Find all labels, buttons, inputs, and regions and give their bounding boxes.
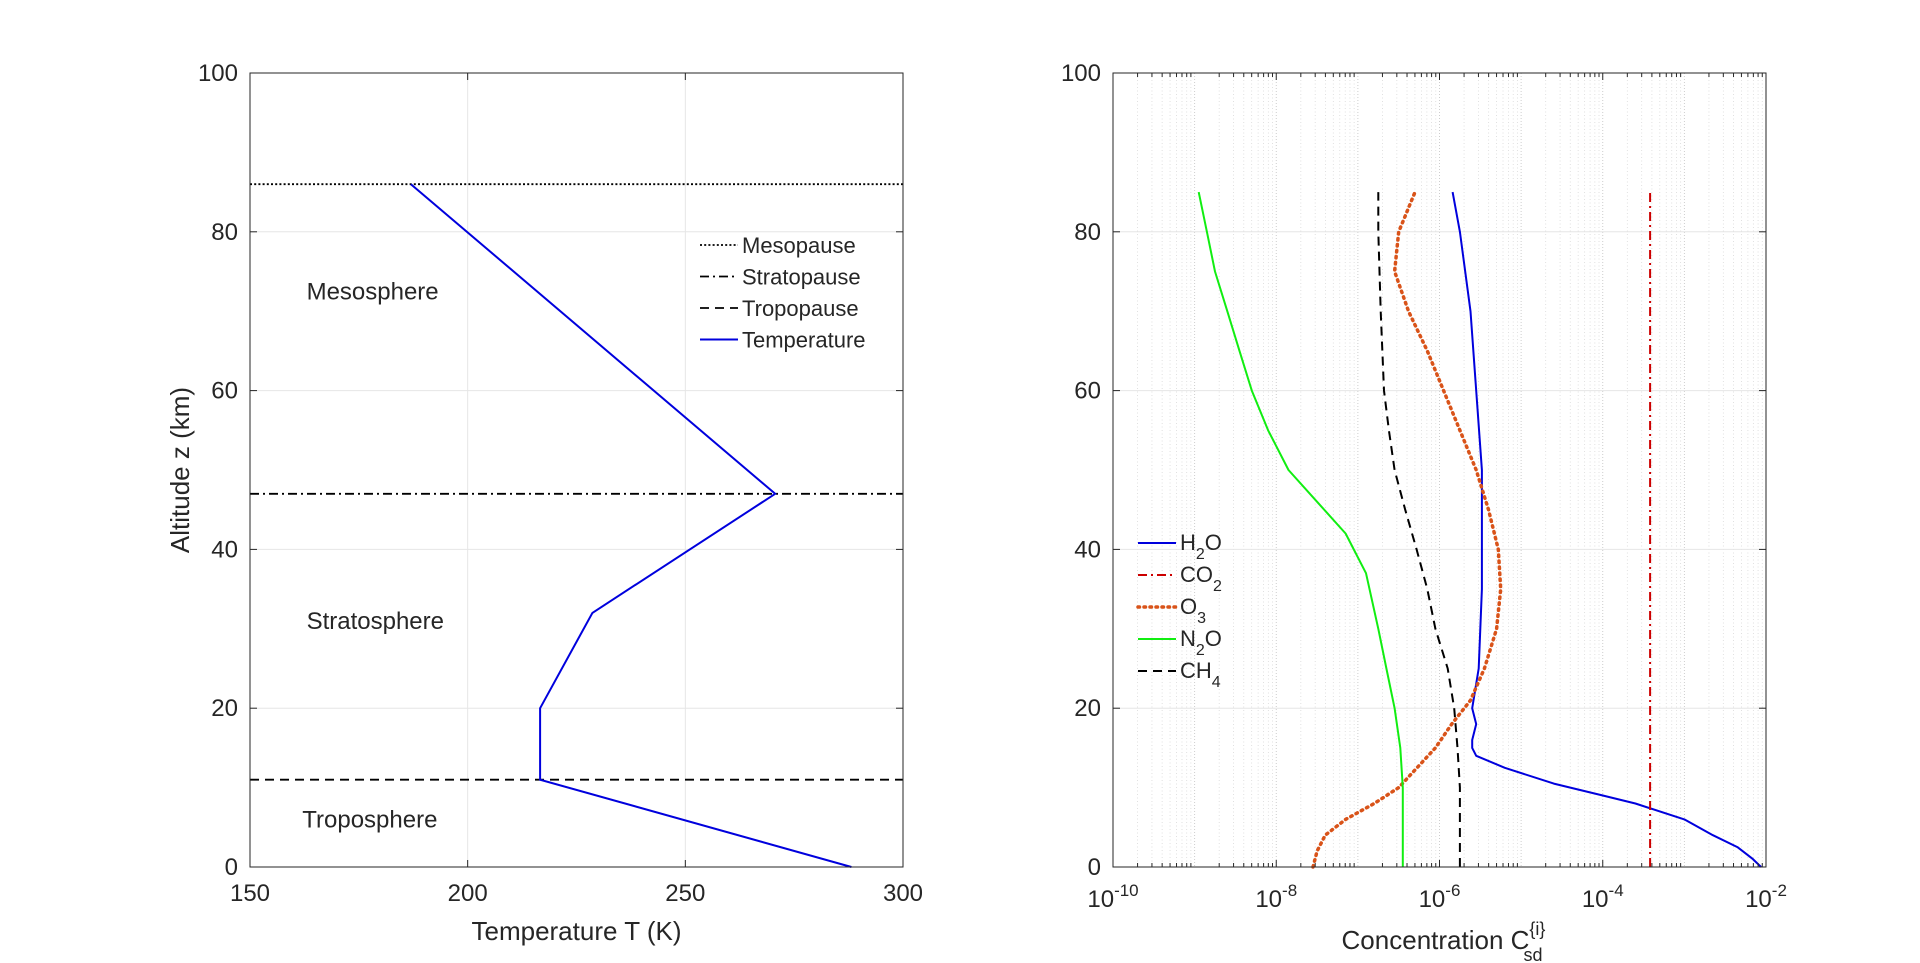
x-tick-label: 150 — [230, 880, 270, 907]
series-line-ch4 — [1377, 192, 1461, 867]
x-tick-label: 10-10 — [1087, 881, 1138, 913]
series-line-h2o — [1451, 191, 1762, 868]
layer-annotation-stratosphere: Stratosphere — [307, 608, 444, 635]
temperature-profile-chart: 150 200 250 300 0 20 40 60 80 100 Temperature T (K… — [165, 60, 923, 946]
legend-label-tropopause: Tropopause — [742, 296, 859, 321]
y-tick-label: 60 — [1074, 378, 1101, 405]
x-tick-label: 250 — [665, 880, 705, 907]
plot-area — [1113, 73, 1766, 867]
y-tick-label: 20 — [211, 695, 238, 722]
y-tick-label: 40 — [211, 536, 238, 563]
legend-label-mesopause: Mesopause — [742, 233, 856, 258]
concentration-profile-chart: 10-10 10-8 10-6 10-4 10-2 0 20 40 60 80 100 Concent… — [1061, 60, 1787, 963]
y-tick-label: 20 — [1074, 695, 1101, 722]
x-tick-label: 300 — [883, 880, 923, 907]
y-tick-label: 100 — [198, 60, 238, 87]
series-line-n2o — [1197, 191, 1404, 867]
y-axis-label: Altitude z (km) — [165, 387, 195, 553]
y-tick-label: 80 — [1074, 219, 1101, 246]
x-axis-label: Concentration C{i} sd — [1342, 919, 1546, 963]
legend-label-stratopause: Stratopause — [742, 265, 861, 290]
plot-area — [250, 73, 903, 867]
series-line-temperature — [410, 183, 852, 868]
x-axis-label: Temperature T (K) — [471, 916, 681, 946]
layer-annotation-mesosphere: Mesosphere — [307, 278, 439, 305]
y-tick-label: 60 — [211, 378, 238, 405]
y-tick-label: 40 — [1074, 536, 1101, 563]
y-tick-label: 100 — [1061, 60, 1101, 87]
x-tick-label: 10-6 — [1419, 881, 1461, 913]
series-line-o3 — [1311, 190, 1503, 869]
legend-label-n2o: N2O — [1180, 626, 1222, 659]
axes-frame — [249, 72, 904, 868]
y-tick-label: 0 — [225, 854, 238, 881]
legend-label-ch4: CH4 — [1180, 658, 1221, 691]
legend-label-temperature: Temperature — [742, 328, 866, 353]
y-tick-label: 0 — [1088, 854, 1101, 881]
legend-label-co2: CO2 — [1180, 562, 1222, 595]
x-tick-label: 10-4 — [1582, 881, 1624, 913]
x-tick-label: 10-2 — [1745, 881, 1787, 913]
y-tick-label: 80 — [211, 219, 238, 246]
x-tick-label: 10-8 — [1255, 881, 1297, 913]
layer-annotation-troposphere: Troposphere — [302, 806, 437, 833]
legend-label-o3: O3 — [1180, 594, 1206, 627]
x-tick-label: 200 — [448, 880, 488, 907]
legend-label-h2o: H2O — [1180, 530, 1222, 563]
